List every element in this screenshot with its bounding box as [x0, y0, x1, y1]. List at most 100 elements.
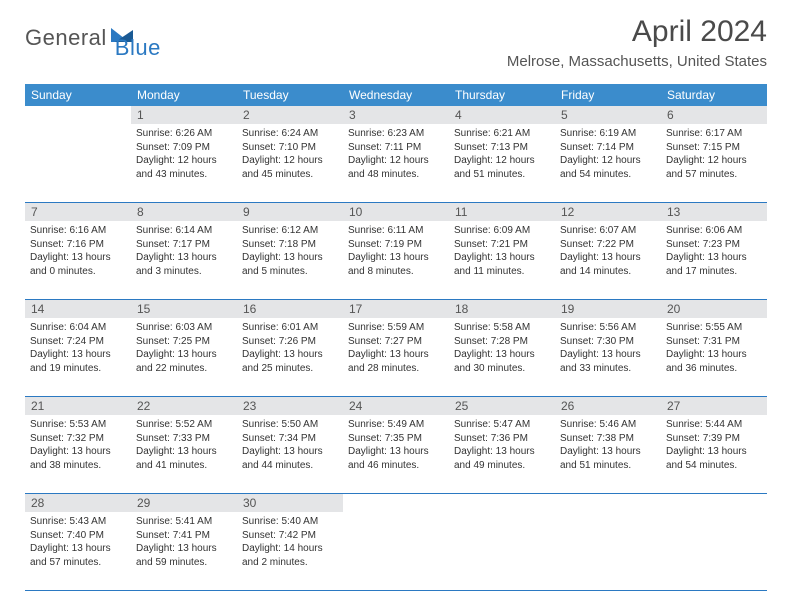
day-detail-line: and 46 minutes. — [348, 459, 444, 473]
day-detail-line: Daylight: 13 hours — [348, 445, 444, 459]
day-detail-line: Daylight: 13 hours — [666, 251, 762, 265]
day-detail-line: Daylight: 13 hours — [30, 348, 126, 362]
day-detail-line: Sunset: 7:36 PM — [454, 432, 550, 446]
day-cell: Sunrise: 5:50 AMSunset: 7:34 PMDaylight:… — [237, 415, 343, 493]
day-detail-line: and 2 minutes. — [242, 556, 338, 570]
day-number: 2 — [237, 106, 343, 124]
day-number: 4 — [449, 106, 555, 124]
daynum-row: 282930 — [25, 494, 767, 512]
day-detail-line: and 41 minutes. — [136, 459, 232, 473]
daynum-row: 123456 — [25, 106, 767, 124]
day-detail-line: Daylight: 13 hours — [242, 348, 338, 362]
day-detail-line: Sunrise: 6:04 AM — [30, 321, 126, 335]
day-detail-line: Sunrise: 5:53 AM — [30, 418, 126, 432]
day-detail-line: and 54 minutes. — [666, 459, 762, 473]
day-detail-line: Sunrise: 6:14 AM — [136, 224, 232, 238]
day-cell: Sunrise: 6:07 AMSunset: 7:22 PMDaylight:… — [555, 221, 661, 299]
day-cell: Sunrise: 5:55 AMSunset: 7:31 PMDaylight:… — [661, 318, 767, 396]
week-row: Sunrise: 6:16 AMSunset: 7:16 PMDaylight:… — [25, 221, 767, 300]
day-detail-line: Sunrise: 6:26 AM — [136, 127, 232, 141]
day-detail-line: Daylight: 12 hours — [136, 154, 232, 168]
logo-text-2: Blue — [115, 35, 161, 61]
day-detail-line: Sunset: 7:40 PM — [30, 529, 126, 543]
logo: General Blue — [25, 15, 161, 61]
day-detail-line: Sunset: 7:16 PM — [30, 238, 126, 252]
day-detail-line: and 48 minutes. — [348, 168, 444, 182]
day-detail-line: Sunrise: 6:07 AM — [560, 224, 656, 238]
day-detail-line: and 44 minutes. — [242, 459, 338, 473]
day-detail-line: Sunrise: 6:09 AM — [454, 224, 550, 238]
day-detail-line: Sunrise: 5:47 AM — [454, 418, 550, 432]
calendar: Sunday Monday Tuesday Wednesday Thursday… — [0, 78, 792, 591]
day-number: 11 — [449, 203, 555, 221]
day-detail-line: Sunrise: 6:12 AM — [242, 224, 338, 238]
day-detail-line: Sunrise: 6:21 AM — [454, 127, 550, 141]
day-number: 6 — [661, 106, 767, 124]
day-number: 1 — [131, 106, 237, 124]
day-detail-line: and 33 minutes. — [560, 362, 656, 376]
day-cell: Sunrise: 5:49 AMSunset: 7:35 PMDaylight:… — [343, 415, 449, 493]
day-cell: Sunrise: 5:41 AMSunset: 7:41 PMDaylight:… — [131, 512, 237, 590]
day-cell: Sunrise: 5:58 AMSunset: 7:28 PMDaylight:… — [449, 318, 555, 396]
day-detail-line: Daylight: 12 hours — [348, 154, 444, 168]
day-detail-line: and 51 minutes. — [560, 459, 656, 473]
day-detail-line: Sunrise: 6:17 AM — [666, 127, 762, 141]
day-header: Thursday — [449, 84, 555, 106]
day-detail-line: Sunset: 7:33 PM — [136, 432, 232, 446]
day-detail-line: Sunrise: 5:40 AM — [242, 515, 338, 529]
day-cell: Sunrise: 5:59 AMSunset: 7:27 PMDaylight:… — [343, 318, 449, 396]
day-detail-line: Sunset: 7:27 PM — [348, 335, 444, 349]
day-detail-line: Sunrise: 5:49 AM — [348, 418, 444, 432]
day-detail-line: Sunrise: 6:03 AM — [136, 321, 232, 335]
day-number — [343, 494, 449, 512]
day-detail-line: Sunset: 7:41 PM — [136, 529, 232, 543]
day-number: 5 — [555, 106, 661, 124]
day-cell: Sunrise: 6:03 AMSunset: 7:25 PMDaylight:… — [131, 318, 237, 396]
day-detail-line: Sunset: 7:25 PM — [136, 335, 232, 349]
day-detail-line: Daylight: 13 hours — [454, 348, 550, 362]
day-header: Saturday — [661, 84, 767, 106]
day-detail-line: and 38 minutes. — [30, 459, 126, 473]
day-number: 22 — [131, 397, 237, 415]
daynum-row: 78910111213 — [25, 203, 767, 221]
day-cell: Sunrise: 6:11 AMSunset: 7:19 PMDaylight:… — [343, 221, 449, 299]
day-detail-line: Daylight: 13 hours — [30, 445, 126, 459]
day-cell: Sunrise: 5:43 AMSunset: 7:40 PMDaylight:… — [25, 512, 131, 590]
day-detail-line: Sunset: 7:19 PM — [348, 238, 444, 252]
day-detail-line: Sunset: 7:15 PM — [666, 141, 762, 155]
day-detail-line: Sunset: 7:09 PM — [136, 141, 232, 155]
day-detail-line: and 8 minutes. — [348, 265, 444, 279]
day-number: 27 — [661, 397, 767, 415]
day-detail-line: Daylight: 13 hours — [666, 348, 762, 362]
day-detail-line: and 5 minutes. — [242, 265, 338, 279]
day-number: 28 — [25, 494, 131, 512]
day-detail-line: Sunrise: 6:23 AM — [348, 127, 444, 141]
day-detail-line: Daylight: 13 hours — [666, 445, 762, 459]
day-number: 7 — [25, 203, 131, 221]
day-detail-line: Sunset: 7:32 PM — [30, 432, 126, 446]
day-number: 18 — [449, 300, 555, 318]
page-title: April 2024 — [507, 15, 767, 49]
day-detail-line: and 57 minutes. — [666, 168, 762, 182]
week-row: Sunrise: 5:43 AMSunset: 7:40 PMDaylight:… — [25, 512, 767, 591]
day-detail-line: Sunset: 7:13 PM — [454, 141, 550, 155]
day-detail-line: and 43 minutes. — [136, 168, 232, 182]
day-cell — [343, 512, 449, 590]
day-number — [661, 494, 767, 512]
header-right: April 2024 Melrose, Massachusetts, Unite… — [507, 15, 767, 70]
day-cell: Sunrise: 5:56 AMSunset: 7:30 PMDaylight:… — [555, 318, 661, 396]
day-number: 25 — [449, 397, 555, 415]
day-detail-line: Sunset: 7:26 PM — [242, 335, 338, 349]
day-detail-line: Sunset: 7:17 PM — [136, 238, 232, 252]
day-detail-line: and 3 minutes. — [136, 265, 232, 279]
day-cell: Sunrise: 6:01 AMSunset: 7:26 PMDaylight:… — [237, 318, 343, 396]
day-header: Wednesday — [343, 84, 449, 106]
location-text: Melrose, Massachusetts, United States — [507, 53, 767, 70]
day-detail-line: Daylight: 13 hours — [454, 445, 550, 459]
day-detail-line: and 57 minutes. — [30, 556, 126, 570]
day-detail-line: Sunset: 7:14 PM — [560, 141, 656, 155]
day-number: 12 — [555, 203, 661, 221]
day-number: 23 — [237, 397, 343, 415]
day-cell: Sunrise: 6:26 AMSunset: 7:09 PMDaylight:… — [131, 124, 237, 202]
day-detail-line: and 17 minutes. — [666, 265, 762, 279]
